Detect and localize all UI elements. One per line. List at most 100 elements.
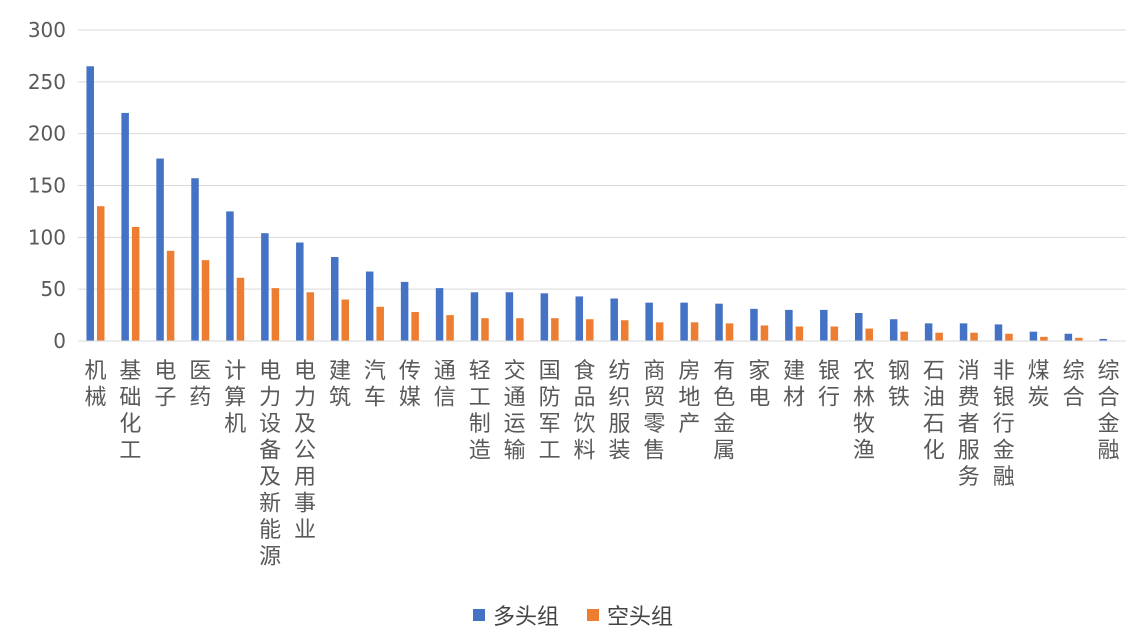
bar-short: [306, 292, 315, 341]
bar-short: [341, 299, 349, 341]
bar-long: [261, 233, 269, 341]
x-category-label: 计算机: [224, 359, 246, 437]
x-category-label: 轻工制造: [469, 359, 491, 464]
bar-short: [411, 311, 419, 341]
bar-long: [365, 271, 374, 341]
x-category-label: 石油石化: [923, 359, 945, 464]
bar-long: [1064, 333, 1073, 341]
y-tick-label: 200: [28, 122, 66, 146]
bar-long: [1099, 338, 1108, 341]
x-category-label: 银行: [818, 359, 840, 411]
bar-long: [924, 323, 933, 341]
bar-long: [470, 292, 479, 341]
x-axis-category-labels: 机械基础化工电子医药计算机电力设备及新能源电力及公用事业建筑汽车传媒通信轻工制造…: [84, 359, 1119, 570]
x-category-label: 传媒: [399, 359, 421, 411]
bar-long: [296, 242, 304, 341]
bar-short: [1040, 336, 1048, 341]
x-category-label: 房地产: [678, 359, 700, 437]
bar-short: [1075, 337, 1083, 341]
bar-long: [121, 112, 129, 341]
bar-short: [865, 328, 873, 341]
bar-long: [156, 158, 164, 341]
legend-swatch-short: [587, 609, 599, 621]
bar-long: [331, 257, 339, 341]
bar-long: [505, 292, 514, 341]
x-category-label: 钢铁: [888, 359, 910, 411]
bar-long: [889, 319, 898, 341]
bar-short: [760, 325, 769, 341]
bar-long: [645, 302, 653, 341]
bar-short: [271, 288, 280, 341]
bar-long: [435, 288, 444, 341]
x-category-label: 煤炭: [1028, 359, 1050, 411]
bar-short: [201, 260, 210, 341]
legend-label-long: 多头组: [492, 605, 559, 630]
y-tick-label: 100: [28, 225, 66, 249]
bar-long: [400, 281, 409, 341]
x-category-label: 纺织服装: [608, 359, 630, 464]
legend-swatch-long: [472, 609, 485, 621]
bar-short: [935, 332, 943, 341]
bar-long: [959, 323, 968, 341]
x-category-label: 电力及公用事业: [294, 359, 316, 543]
bar-long: [86, 66, 94, 342]
bar-long: [575, 296, 584, 341]
bar-short: [830, 326, 839, 341]
bar-short: [655, 322, 664, 341]
x-category-label: 食品饮料: [574, 359, 596, 464]
bar-short: [96, 206, 105, 341]
bar-long: [540, 293, 549, 341]
bar-short: [236, 277, 245, 341]
bar-short: [1005, 333, 1013, 341]
y-tick-label: 50: [41, 277, 66, 301]
bar-long: [750, 308, 758, 341]
bar-short: [586, 319, 594, 341]
bar-long: [785, 309, 793, 341]
bar-short: [900, 331, 908, 341]
x-category-label: 电子: [154, 359, 176, 411]
bar-short: [446, 315, 454, 341]
legend: 多头组 空头组: [0, 598, 1146, 632]
bar-long: [715, 303, 723, 341]
bar-short: [131, 226, 140, 341]
y-tick-label: 150: [28, 174, 66, 198]
x-category-label: 家电: [748, 359, 770, 411]
bar-long: [191, 178, 199, 341]
y-tick-label: 300: [28, 18, 66, 42]
x-category-label: 综合: [1063, 359, 1085, 411]
bar-short: [620, 320, 629, 341]
bar-short: [795, 326, 804, 341]
y-tick-label: 250: [28, 70, 66, 94]
bar-chart: 0 50 100 150 200 250 300 机械基础化工电子医药计算机电力设备及新能源…: [28, 18, 1126, 570]
gridlines: [78, 29, 1126, 290]
bar-short: [551, 318, 559, 341]
x-category-label: 基础化工: [119, 359, 141, 464]
x-category-label: 商贸零售: [643, 359, 665, 464]
x-category-label: 非银行金融: [993, 359, 1015, 490]
bar-long: [610, 298, 618, 341]
x-category-label: 建筑: [329, 359, 351, 411]
bar-long: [226, 211, 234, 341]
bar-short: [690, 322, 699, 341]
x-category-label: 农林牧渔: [853, 359, 875, 464]
x-category-label: 医药: [189, 359, 211, 411]
y-tick-label: 0: [53, 329, 66, 353]
x-category-label: 消费者服务: [958, 359, 980, 490]
legend-item-long: 多头组: [472, 599, 559, 631]
x-category-label: 国防军工: [539, 359, 561, 464]
bar-long: [820, 309, 828, 341]
x-category-label: 机械: [84, 359, 106, 411]
x-category-label: 电力设备及新能源: [259, 359, 281, 570]
bar-long: [680, 302, 688, 341]
bar-short: [725, 323, 734, 341]
bar-short: [970, 332, 978, 341]
bar-short: [516, 318, 524, 341]
bar-long: [855, 313, 863, 341]
bars: [86, 66, 1108, 342]
bar-short: [481, 318, 489, 341]
x-category-label: 有色金属: [713, 359, 735, 464]
bar-short: [166, 250, 175, 341]
x-category-label: 交通运输: [504, 359, 526, 464]
bar-short: [376, 306, 384, 341]
x-category-label: 建材: [783, 359, 805, 411]
